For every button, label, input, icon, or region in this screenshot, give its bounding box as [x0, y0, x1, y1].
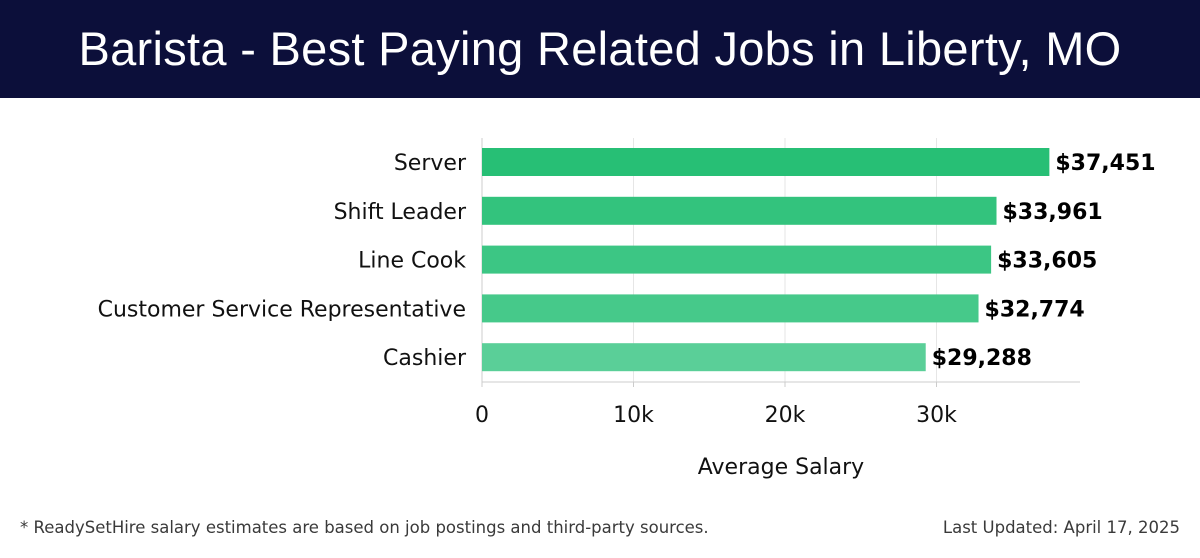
data-label: $33,605	[997, 249, 1097, 274]
bar	[482, 245, 992, 274]
data-label: $32,774	[985, 297, 1085, 322]
x-tick-label: 30k	[916, 403, 957, 428]
category-label: Cashier	[383, 346, 467, 371]
bar	[482, 343, 926, 372]
bar	[482, 148, 1050, 176]
x-tick-label: 0	[475, 403, 489, 428]
bar-chart: Server $37,451 Shift Leader $33,961 Line Coo…	[98, 138, 1156, 480]
bar	[482, 196, 997, 225]
category-label: Line Cook	[358, 249, 466, 274]
data-label: $33,961	[1003, 200, 1103, 225]
category-label: Server	[394, 151, 467, 176]
chart-title: Barista - Best Paying Related Jobs in Li…	[78, 21, 1122, 75]
data-label: $29,288	[932, 346, 1032, 371]
bar	[482, 294, 979, 323]
category-label: Shift Leader	[334, 200, 467, 225]
x-axis-title: Average Salary	[698, 455, 864, 480]
x-tick-label: 20k	[765, 403, 806, 428]
last-updated: Last Updated: April 17, 2025	[942, 518, 1180, 537]
x-tick-label: 10k	[613, 403, 654, 428]
footnote: * ReadySetHire salary estimates are base…	[20, 518, 709, 537]
data-label: $37,451	[1055, 151, 1155, 176]
category-label: Customer Service Representative	[98, 297, 466, 322]
header-banner: Barista - Best Paying Related Jobs in Li…	[0, 0, 1200, 98]
